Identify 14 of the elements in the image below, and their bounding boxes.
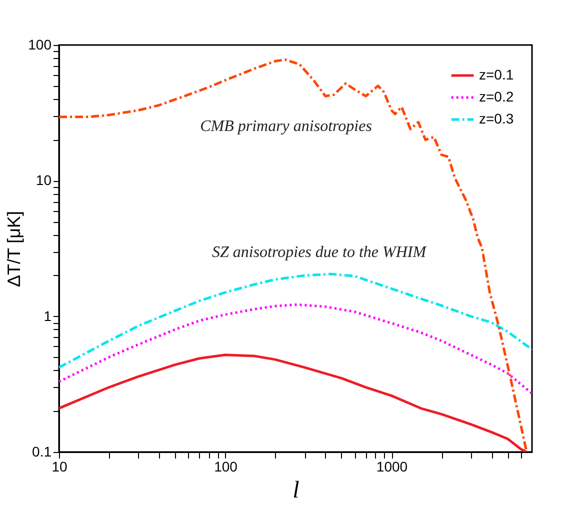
annotation: CMB primary anisotropies (200, 118, 372, 135)
y-tick-label: 0.1 (32, 444, 52, 460)
legend-label: z=0.3 (479, 110, 514, 126)
x-axis-title: l (292, 478, 300, 504)
legend-label: z=0.1 (479, 66, 514, 82)
x-tick-label: 100 (214, 458, 238, 474)
y-tick-label: 100 (28, 36, 52, 52)
annotation: SZ anisotropies due to the WHIM (212, 244, 428, 261)
y-axis-title: ΔT/T [μK] (4, 210, 24, 288)
y-tick-label: 1 (44, 308, 52, 324)
legend-label: z=0.2 (479, 88, 514, 104)
x-tick-label: 10 (52, 458, 68, 474)
y-tick-label: 10 (36, 172, 52, 188)
x-tick-label: 1000 (376, 458, 408, 474)
